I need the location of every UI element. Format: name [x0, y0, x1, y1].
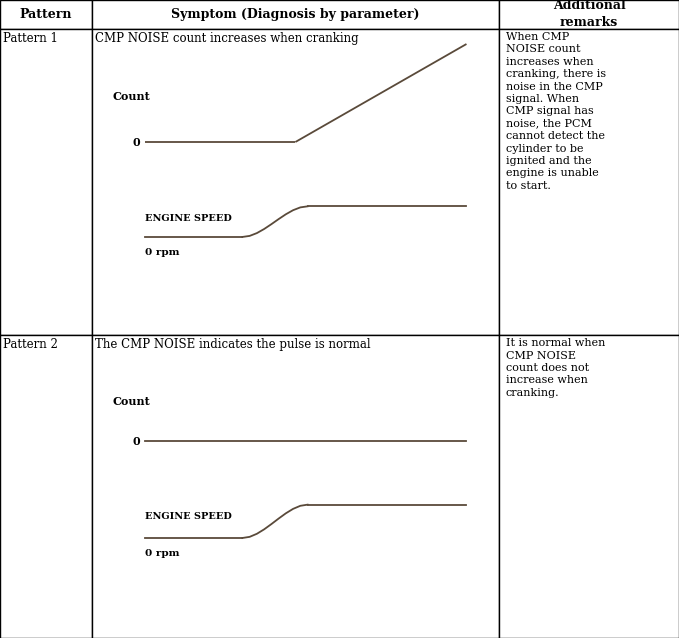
Bar [0, 335, 92, 638]
Bar [92, 0, 499, 29]
Text: When CMP
NOISE count
increases when
cranking, there is
noise in the CMP
signal. : When CMP NOISE count increases when cran… [506, 32, 606, 191]
Text: Count: Count [112, 91, 150, 101]
Text: 0: 0 [133, 436, 141, 447]
Text: Symptom (Diagnosis by parameter): Symptom (Diagnosis by parameter) [171, 8, 420, 21]
Bar [499, 29, 679, 335]
Bar [499, 0, 679, 29]
Bar [0, 0, 92, 29]
Bar [0, 29, 92, 335]
Text: Pattern 2: Pattern 2 [3, 338, 58, 351]
Text: Count: Count [112, 396, 150, 407]
Bar [92, 335, 499, 638]
Text: Additional
remarks: Additional remarks [553, 0, 625, 29]
Text: ENGINE SPEED: ENGINE SPEED [145, 512, 232, 521]
Bar [92, 29, 499, 335]
Text: The CMP NOISE indicates the pulse is normal: The CMP NOISE indicates the pulse is nor… [95, 338, 371, 351]
Text: 0 rpm: 0 rpm [145, 549, 179, 558]
Text: 0 rpm: 0 rpm [145, 248, 179, 256]
Text: Pattern 1: Pattern 1 [3, 32, 58, 45]
Bar [499, 335, 679, 638]
Text: It is normal when
CMP NOISE
count does not
increase when
cranking.: It is normal when CMP NOISE count does n… [506, 338, 605, 397]
Text: ENGINE SPEED: ENGINE SPEED [145, 214, 232, 223]
Text: 0: 0 [133, 137, 141, 147]
Text: Pattern: Pattern [20, 8, 72, 21]
Text: CMP NOISE count increases when cranking: CMP NOISE count increases when cranking [95, 32, 359, 45]
